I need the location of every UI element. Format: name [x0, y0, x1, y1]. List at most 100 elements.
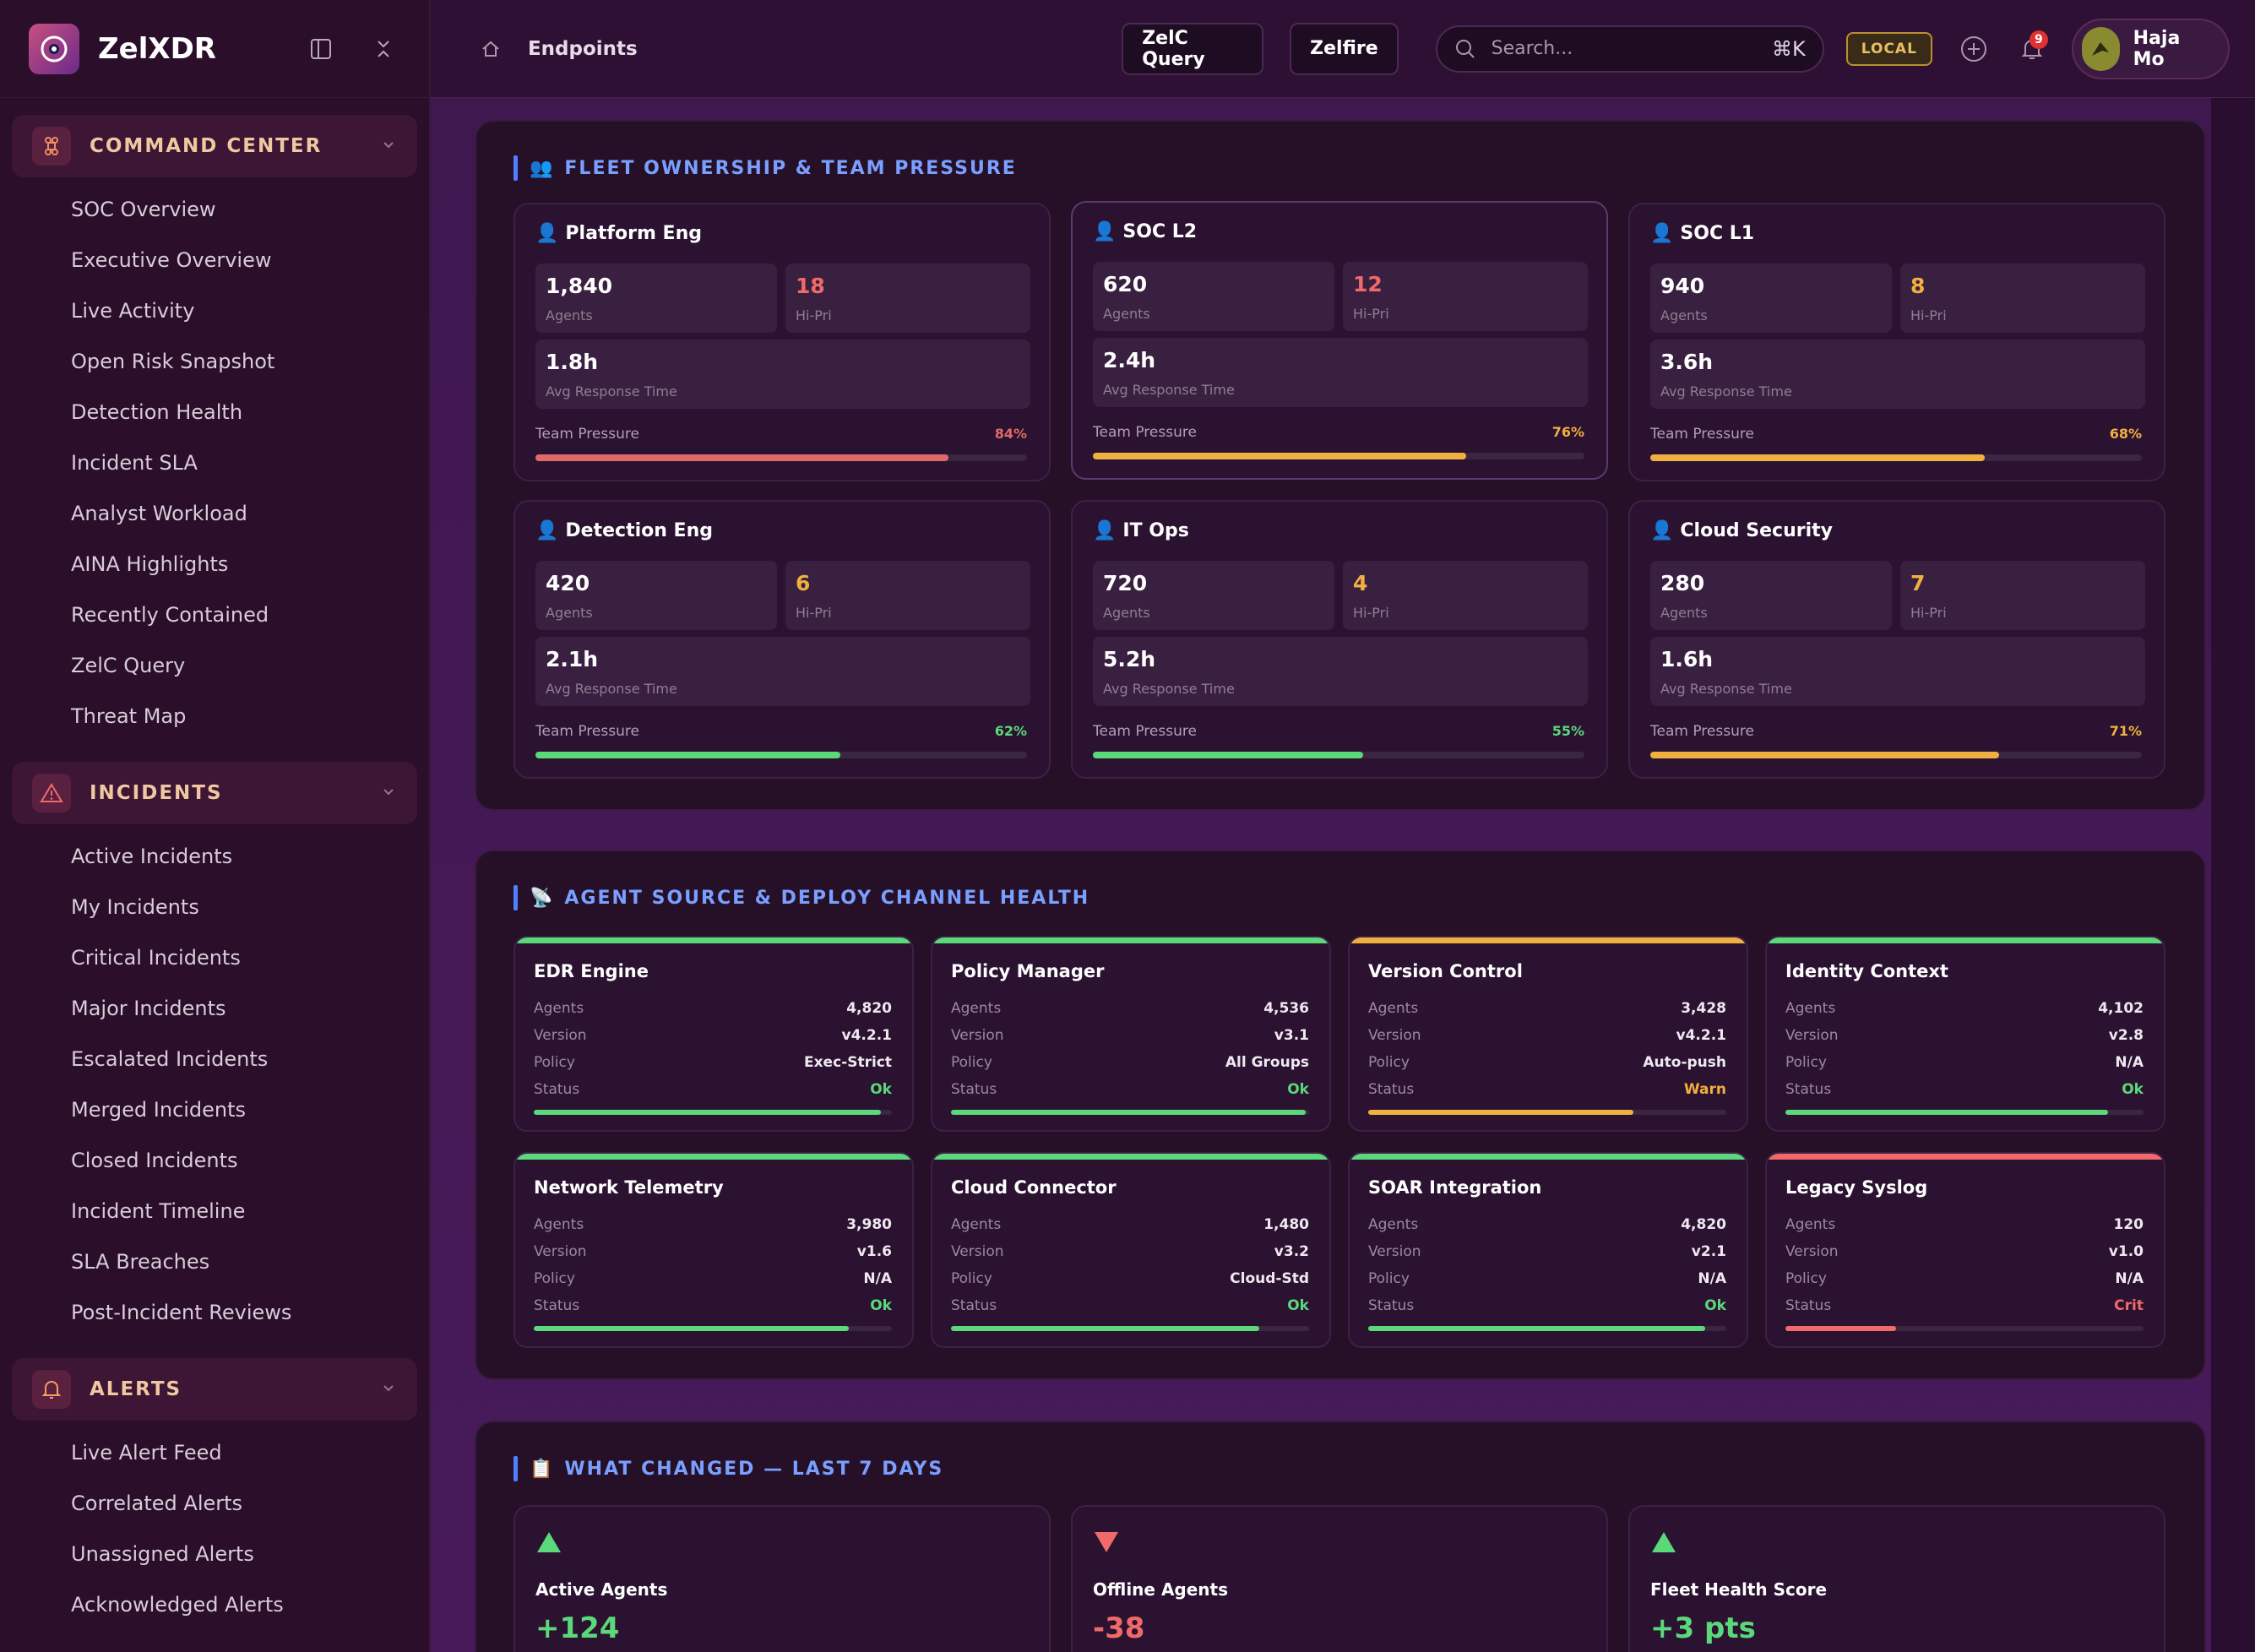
- channel-row-label: Agents: [1785, 1000, 1836, 1017]
- change-value: +124: [535, 1611, 620, 1645]
- change-card[interactable]: Active Agents +124: [513, 1505, 1051, 1652]
- sidebar-item-acknowledged-alerts[interactable]: Acknowledged Alerts: [71, 1593, 284, 1617]
- sidebar-item-detection-health[interactable]: Detection Health: [71, 400, 243, 424]
- response-time-label: Avg Response Time: [1103, 382, 1235, 398]
- sidebar-item-correlated-alerts[interactable]: Correlated Alerts: [71, 1492, 243, 1515]
- channel-row-label: Status: [951, 1081, 997, 1098]
- channel-row-value: v3.1: [1274, 1027, 1309, 1044]
- team-card[interactable]: 👤 SOC L2 620 Agents 12 Hi-Pri 2.4h Avg Response…: [1071, 201, 1608, 480]
- change-label: Active Agents: [535, 1579, 668, 1600]
- zelc-query-button[interactable]: ZelC Query: [1122, 22, 1263, 75]
- sidebar-item-post-incident-reviews[interactable]: Post-Incident Reviews: [71, 1301, 292, 1324]
- team-card[interactable]: 👤 SOC L1 940 Agents 8 Hi-Pri 3.6h Avg Response …: [1628, 203, 2165, 481]
- sidebar-toggle-icon[interactable]: [304, 32, 338, 66]
- channel-status-strip: [1767, 937, 2164, 943]
- sidebar-item-threat-map[interactable]: Threat Map: [71, 704, 187, 728]
- zelfire-button[interactable]: Zelfire: [1290, 22, 1399, 75]
- scrollbar[interactable]: [2211, 98, 2255, 1652]
- bell-icon: [32, 1370, 71, 1409]
- nav-group-alerts[interactable]: ALERTS: [12, 1358, 417, 1421]
- add-icon[interactable]: [1958, 30, 1990, 68]
- team-card[interactable]: 👤 Detection Eng 420 Agents 6 Hi-Pri 2.1h Avg Re…: [513, 500, 1051, 779]
- sidebar-item-incident-timeline[interactable]: Incident Timeline: [71, 1199, 246, 1223]
- channel-row-label: Policy: [534, 1054, 575, 1071]
- channel-row-policy: Policy Cloud-Std: [951, 1270, 1309, 1291]
- chevron-down-icon[interactable]: [380, 136, 397, 156]
- sidebar-item-my-incidents[interactable]: My Incidents: [71, 895, 199, 919]
- chevron-down-icon[interactable]: [380, 1379, 397, 1399]
- change-card[interactable]: Fleet Health Score +3 pts: [1628, 1505, 2165, 1652]
- change-label: Fleet Health Score: [1650, 1579, 1828, 1600]
- sidebar-item-soc-overview[interactable]: SOC Overview: [71, 198, 216, 221]
- sidebar-item-live-alert-feed[interactable]: Live Alert Feed: [71, 1441, 222, 1465]
- changes-section-title: 📋 WHAT CHANGED — LAST 7 DAYS: [513, 1456, 943, 1481]
- sidebar-item-live-activity[interactable]: Live Activity: [71, 299, 195, 323]
- sidebar-item-analyst-workload[interactable]: Analyst Workload: [71, 502, 247, 525]
- sidebar-item-sla-breaches[interactable]: SLA Breaches: [71, 1250, 210, 1274]
- search-input[interactable]: Search... ⌘K: [1435, 24, 1824, 73]
- hipri-stat: 8 Hi-Pri: [1900, 264, 2145, 333]
- nav-group-incidents[interactable]: INCIDENTS: [12, 762, 417, 824]
- sidebar-item-aina-highlights[interactable]: AINA Highlights: [71, 552, 229, 576]
- channel-row-agents: Agents 3,428: [1368, 1000, 1726, 1020]
- sidebar-item-merged-incidents[interactable]: Merged Incidents: [71, 1098, 247, 1122]
- channel-card[interactable]: Policy Manager Agents 4,536 Version v3.1 Poli…: [931, 936, 1331, 1132]
- team-pressure-fill: [535, 454, 948, 461]
- person-icon: 👤: [535, 520, 559, 541]
- channel-status-strip: [1767, 1154, 2164, 1160]
- sidebar-item-critical-incidents[interactable]: Critical Incidents: [71, 946, 241, 970]
- sidebar-item-recently-contained[interactable]: Recently Contained: [71, 603, 269, 627]
- channel-card[interactable]: Cloud Connector Agents 1,480 Version v3.2 Pol…: [931, 1152, 1331, 1348]
- home-icon[interactable]: [476, 32, 506, 66]
- sidebar-item-closed-incidents[interactable]: Closed Incidents: [71, 1149, 238, 1172]
- channel-row-policy: Policy N/A: [534, 1270, 892, 1291]
- channel-name: Network Telemetry: [534, 1177, 724, 1198]
- user-menu[interactable]: Haja Mo: [2071, 18, 2231, 79]
- channel-row-version: Version v4.2.1: [534, 1027, 892, 1047]
- sidebar-item-zelc-query[interactable]: ZelC Query: [71, 654, 186, 677]
- team-name: 👤 SOC L1: [1650, 223, 1754, 244]
- channel-card[interactable]: Legacy Syslog Agents 120 Version v1.0 Policy N…: [1765, 1152, 2165, 1348]
- channel-row-label: Agents: [534, 1000, 584, 1017]
- hipri-stat: 7 Hi-Pri: [1900, 561, 2145, 630]
- change-card[interactable]: Offline Agents -38: [1071, 1505, 1608, 1652]
- app-logo-icon[interactable]: [29, 23, 79, 74]
- channel-card[interactable]: Network Telemetry Agents 3,980 Version v1.6 P…: [513, 1152, 914, 1348]
- fleet-section-title: 👥 FLEET OWNERSHIP & TEAM PRESSURE: [513, 155, 1017, 181]
- channel-row-value: 3,428: [1681, 1000, 1726, 1017]
- clipboard-icon: 📋: [530, 1458, 555, 1480]
- channel-health-bar: [534, 1110, 892, 1115]
- notifications-bell-icon[interactable]: 9: [2015, 30, 2048, 68]
- sidebar-item-major-incidents[interactable]: Major Incidents: [71, 997, 226, 1020]
- sidebar-item-escalated-incidents[interactable]: Escalated Incidents: [71, 1047, 269, 1071]
- sidebar-item-unassigned-alerts[interactable]: Unassigned Alerts: [71, 1542, 254, 1566]
- person-icon: 👤: [1093, 520, 1117, 541]
- channel-card[interactable]: Version Control Agents 3,428 Version v4.2.1 P…: [1348, 936, 1748, 1132]
- team-card[interactable]: 👤 Cloud Security 280 Agents 7 Hi-Pri 1.6h Avg R…: [1628, 500, 2165, 779]
- channel-health-fill: [534, 1110, 882, 1115]
- nav-group-command-center[interactable]: COMMAND CENTER: [12, 115, 417, 177]
- channel-section-title: 📡 AGENT SOURCE & DEPLOY CHANNEL HEALTH: [513, 885, 1089, 910]
- channel-card[interactable]: Identity Context Agents 4,102 Version v2.8 Po…: [1765, 936, 2165, 1132]
- agents-label: Agents: [1103, 306, 1150, 322]
- team-card[interactable]: 👤 Platform Eng 1,840 Agents 18 Hi-Pri 1.8h Avg …: [513, 203, 1051, 481]
- sidebar-item-active-incidents[interactable]: Active Incidents: [71, 845, 233, 868]
- warning-icon: [32, 774, 71, 812]
- channel-name: Cloud Connector: [951, 1177, 1117, 1198]
- team-name: 👤 Detection Eng: [535, 520, 713, 541]
- agents-value: 720: [1103, 571, 1148, 595]
- sidebar-item-open-risk-snapshot[interactable]: Open Risk Snapshot: [71, 350, 275, 373]
- hipri-value: 18: [796, 274, 825, 298]
- chevron-down-icon[interactable]: [380, 783, 397, 803]
- channel-card[interactable]: SOAR Integration Agents 4,820 Version v2.1 Po…: [1348, 1152, 1748, 1348]
- sidebar-item-executive-overview[interactable]: Executive Overview: [71, 248, 272, 272]
- collapse-icon[interactable]: [367, 32, 400, 66]
- brand-header: ZelXDR: [0, 0, 429, 98]
- sidebar-item-incident-sla[interactable]: Incident SLA: [71, 451, 198, 475]
- breadcrumb[interactable]: Endpoints: [527, 37, 638, 60]
- team-card[interactable]: 👤 IT Ops 720 Agents 4 Hi-Pri 5.2h Avg Response …: [1071, 500, 1608, 779]
- channel-card[interactable]: EDR Engine Agents 4,820 Version v4.2.1 Policy…: [513, 936, 914, 1132]
- response-time-value: 3.6h: [1660, 350, 1714, 374]
- hipri-label: Hi-Pri: [1910, 605, 1947, 621]
- satellite-icon: 📡: [530, 887, 555, 909]
